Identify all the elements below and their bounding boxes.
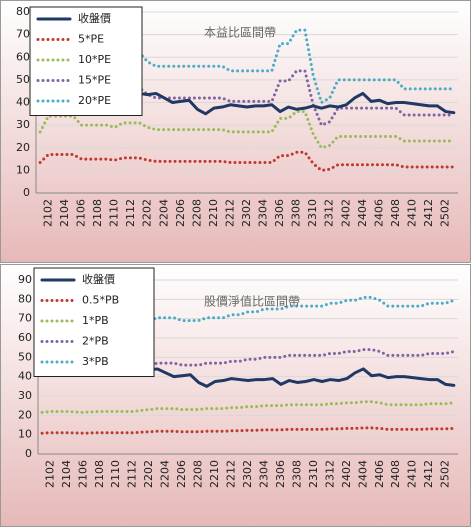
x-tick-label: 2312 [323,460,336,488]
y-tick-label: 70 [18,312,32,325]
x-tick-label: 2106 [76,460,89,488]
y-tick-label: 20 [16,141,30,154]
y-tick-label: 80 [16,5,30,18]
x-tick-label: 2412 [422,199,435,227]
x-tick-label: 2104 [60,460,73,488]
x-tick-label: 2308 [290,460,303,488]
series-line [40,400,456,414]
x-tick-label: 2110 [108,199,121,227]
y-tick-label: 30 [18,389,32,402]
x-tick-label: 2208 [192,460,205,488]
x-tick-label: 2408 [389,460,402,488]
x-tick-label: 2210 [208,460,221,488]
x-tick-label: 2306 [273,199,286,227]
x-tick-label: 2202 [141,199,154,227]
x-tick-label: 2204 [157,199,170,227]
x-tick-label: 2412 [422,460,435,488]
x-tick-label: 2112 [124,199,137,227]
x-tick-label: 2408 [389,199,402,227]
legend-label: 5*PE [78,33,104,46]
x-tick-label: 2112 [126,460,139,488]
x-tick-label: 2310 [306,199,319,227]
y-tick-label: 20 [18,408,32,421]
x-tick-label: 2406 [372,199,385,227]
x-tick-label: 2312 [323,199,336,227]
x-tick-label: 2310 [307,460,320,488]
x-tick-label: 2102 [43,460,56,488]
legend-label: 3*PB [82,355,109,368]
legend-label: 15*PE [78,74,111,87]
legend-label: 20*PE [78,94,111,107]
x-tick-label: 2402 [340,460,353,488]
y-tick-label: 90 [18,273,32,286]
legend-label: 收盤價 [82,272,115,286]
legend-box [33,267,155,377]
y-tick-label: 80 [18,292,32,305]
y-tick-label: 0 [23,186,30,199]
x-tick-label: 2502 [439,199,452,227]
x-tick-label: 2102 [41,199,54,227]
legend-label: 10*PE [78,53,111,66]
y-tick-label: 40 [18,370,32,383]
chart-title: 本益比區間帶 [204,26,276,40]
y-tick-label: 50 [16,73,30,86]
x-tick-label: 2302 [241,460,254,488]
x-tick-label: 2106 [75,199,88,227]
x-tick-label: 2104 [58,199,71,227]
chart-panel: 0 10 20 30 40 50 60 70 80 2102 2104 2106 2108 2110 211… [0,0,471,263]
legend-label: 0.5*PB [82,294,119,307]
x-tick-label: 2210 [207,199,220,227]
series-line [38,110,456,150]
y-tick-label: 60 [16,50,30,63]
x-tick-label: 2502 [439,460,452,488]
x-tick-label: 2204 [159,460,172,488]
x-tick-label: 2410 [406,460,419,488]
x-tick-label: 2212 [223,199,236,227]
x-tick-label: 2404 [356,199,369,227]
y-tick-label: 0 [25,447,32,460]
legend-label: 2*PB [82,335,109,348]
x-tick-label: 2404 [356,460,369,488]
x-tick-label: 2406 [373,460,386,488]
x-tick-label: 2302 [240,199,253,227]
legend-label: 收盤價 [78,11,111,25]
series-line [40,426,456,435]
chart-panel: 0 10 20 30 40 50 60 70 80 90 2102 2104 2106 2108 2110 2… [0,264,471,527]
x-tick-label: 2206 [174,199,187,227]
x-tick-label: 2304 [257,460,270,488]
x-tick-label: 2308 [290,199,303,227]
y-tick-label: 10 [18,428,32,441]
x-tick-label: 2306 [274,460,287,488]
y-tick-label: 60 [18,331,32,344]
y-tick-label: 40 [16,96,30,109]
legend-label: 1*PB [82,314,109,327]
y-tick-label: 70 [16,28,30,41]
x-tick-label: 2202 [142,460,155,488]
x-tick-label: 2410 [405,199,418,227]
x-tick-label: 2110 [109,460,122,488]
x-tick-label: 2206 [175,460,188,488]
y-tick-label: 10 [16,163,30,176]
y-tick-label: 50 [18,350,32,363]
x-tick-label: 2108 [93,460,106,488]
x-tick-label: 2108 [91,199,104,227]
x-tick-label: 2402 [339,199,352,227]
chart-title: 股價淨值比區間帶 [204,294,300,309]
x-tick-label: 2212 [225,460,238,488]
y-tick-label: 30 [16,118,30,131]
x-tick-label: 2208 [190,199,203,227]
x-tick-label: 2304 [257,199,270,227]
